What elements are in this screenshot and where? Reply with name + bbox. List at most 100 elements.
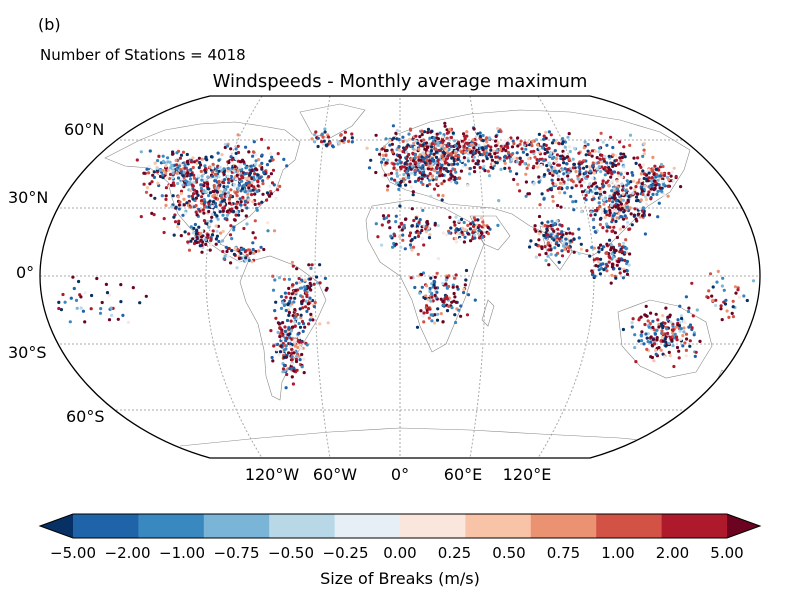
station-marker xyxy=(287,286,291,290)
station-marker xyxy=(203,200,207,205)
station-marker xyxy=(661,177,665,181)
station-marker xyxy=(189,239,193,243)
station-marker xyxy=(407,152,411,157)
station-marker xyxy=(602,202,606,206)
station-marker xyxy=(413,153,417,157)
station-marker xyxy=(237,259,241,263)
station-marker xyxy=(293,308,297,312)
station-marker xyxy=(253,236,257,240)
station-marker xyxy=(485,136,489,140)
station-marker xyxy=(396,162,400,166)
station-marker xyxy=(315,275,319,279)
station-marker xyxy=(518,189,522,193)
station-marker xyxy=(679,327,683,331)
station-marker xyxy=(603,154,607,159)
station-marker xyxy=(577,151,581,155)
station-marker xyxy=(200,174,204,178)
station-marker xyxy=(585,165,589,169)
station-marker xyxy=(555,153,560,157)
station-marker xyxy=(424,284,429,288)
station-marker xyxy=(566,249,570,253)
station-marker xyxy=(640,330,644,334)
station-marker xyxy=(671,344,675,348)
station-marker xyxy=(683,321,687,325)
station-marker xyxy=(536,165,540,169)
station-marker xyxy=(551,199,555,203)
station-marker xyxy=(247,258,251,263)
station-marker xyxy=(652,172,656,176)
station-marker xyxy=(271,168,276,172)
station-marker xyxy=(588,182,592,186)
station-marker xyxy=(139,150,143,154)
station-marker xyxy=(552,166,556,170)
station-marker xyxy=(574,169,578,174)
station-marker xyxy=(571,168,575,172)
station-marker xyxy=(658,186,662,190)
station-marker xyxy=(597,268,601,272)
station-marker xyxy=(656,189,660,193)
station-marker xyxy=(277,353,281,357)
station-marker xyxy=(476,162,480,166)
station-marker xyxy=(445,128,449,132)
station-marker xyxy=(593,230,597,234)
station-marker xyxy=(386,184,390,188)
station-marker xyxy=(320,140,324,144)
station-marker xyxy=(229,261,233,265)
station-marker xyxy=(243,199,247,204)
station-marker xyxy=(590,176,594,180)
station-marker xyxy=(518,142,522,146)
station-marker xyxy=(723,388,728,392)
station-marker xyxy=(179,181,184,185)
colorbar-tick-label: 1.00 xyxy=(601,544,634,562)
station-marker xyxy=(160,194,164,198)
station-marker xyxy=(545,150,550,154)
lat-label-30n: 30°N xyxy=(8,188,48,207)
station-marker xyxy=(250,177,254,181)
station-marker xyxy=(487,174,492,178)
station-marker xyxy=(259,245,263,249)
station-marker xyxy=(401,233,405,237)
station-marker xyxy=(204,157,208,161)
station-marker xyxy=(413,236,417,240)
station-marker xyxy=(565,155,570,159)
station-marker xyxy=(473,298,477,302)
station-marker xyxy=(162,217,166,221)
station-marker xyxy=(643,184,647,188)
station-marker xyxy=(486,225,490,230)
station-marker xyxy=(669,174,673,178)
station-marker xyxy=(290,358,294,362)
station-marker xyxy=(637,339,641,343)
station-marker xyxy=(465,166,469,170)
station-marker xyxy=(515,172,519,176)
station-marker xyxy=(444,157,449,161)
station-marker xyxy=(250,169,254,173)
station-marker xyxy=(435,290,439,294)
station-marker xyxy=(269,329,273,333)
station-marker xyxy=(389,171,394,175)
station-marker xyxy=(480,216,484,220)
station-marker xyxy=(378,152,382,156)
station-marker xyxy=(423,296,427,301)
station-marker xyxy=(394,131,398,135)
station-marker xyxy=(427,142,431,146)
station-marker xyxy=(620,215,624,219)
station-marker xyxy=(458,176,462,180)
station-marker xyxy=(300,295,304,299)
station-marker xyxy=(579,247,584,251)
station-marker xyxy=(593,213,597,217)
station-marker xyxy=(498,147,502,151)
station-marker xyxy=(620,182,624,186)
station-marker xyxy=(526,141,530,145)
station-marker xyxy=(276,342,280,346)
station-marker xyxy=(239,251,243,255)
station-marker xyxy=(674,174,678,179)
station-marker xyxy=(311,318,315,322)
station-marker xyxy=(651,192,655,196)
station-marker xyxy=(443,124,447,128)
station-marker xyxy=(428,161,432,165)
station-marker xyxy=(278,350,283,354)
station-marker xyxy=(292,351,296,355)
station-marker xyxy=(667,350,671,354)
station-marker xyxy=(633,346,637,350)
station-marker xyxy=(609,175,613,179)
